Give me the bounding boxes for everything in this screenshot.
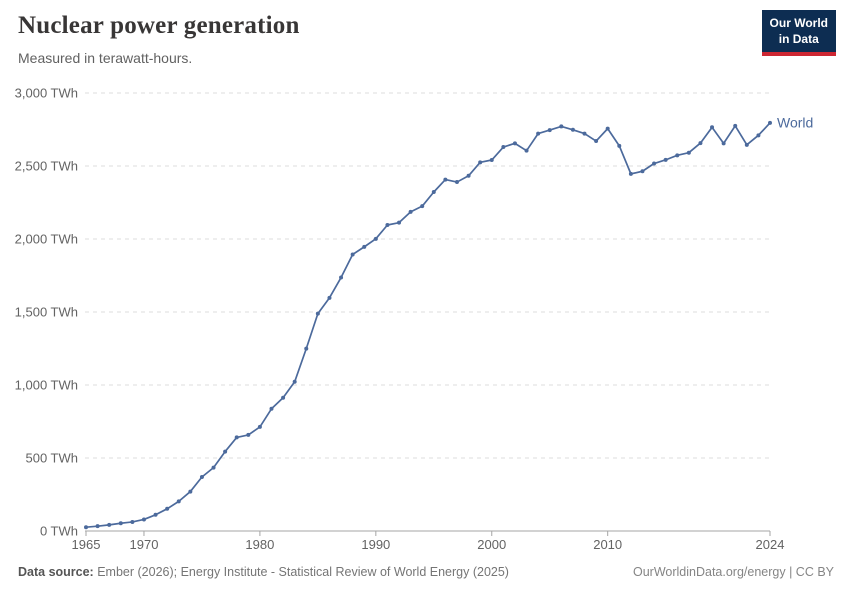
x-axis-label: 1980 (245, 537, 274, 552)
data-point[interactable] (373, 236, 378, 241)
data-point[interactable] (768, 120, 772, 125)
data-source-text: Ember (2026); Energy Institute - Statist… (97, 565, 509, 579)
data-point[interactable] (698, 141, 703, 146)
data-point[interactable] (582, 131, 587, 136)
data-point[interactable] (397, 220, 402, 225)
data-point[interactable] (524, 148, 529, 153)
data-point[interactable] (652, 161, 657, 166)
data-point[interactable] (663, 157, 668, 162)
data-point[interactable] (489, 158, 494, 163)
data-point[interactable] (478, 160, 483, 165)
data-point[interactable] (176, 499, 181, 504)
data-point[interactable] (536, 131, 541, 136)
data-point[interactable] (304, 346, 309, 351)
data-point[interactable] (292, 379, 297, 384)
page-subtitle: Measured in terawatt-hours. (18, 50, 193, 66)
data-point[interactable] (188, 489, 193, 494)
chart-footer: Data source: Ember (2026); Energy Instit… (18, 565, 834, 579)
data-point[interactable] (640, 169, 645, 174)
y-axis-label: 500 TWh (25, 451, 78, 466)
data-point[interactable] (327, 295, 332, 300)
y-axis-label: 2,000 TWh (15, 232, 78, 247)
data-point[interactable] (211, 465, 216, 470)
owid-logo-line2: in Data (778, 31, 819, 46)
data-point[interactable] (710, 125, 715, 130)
data-point[interactable] (315, 311, 320, 316)
data-point[interactable] (350, 252, 355, 257)
data-point[interactable] (385, 222, 390, 227)
data-point[interactable] (408, 209, 413, 214)
data-source-label: Data source: (18, 565, 94, 579)
data-point[interactable] (756, 133, 761, 138)
data-point[interactable] (570, 127, 575, 132)
owid-logo[interactable]: Our World in Data (761, 10, 836, 57)
data-source: Data source: Ember (2026); Energy Instit… (18, 565, 509, 579)
data-point[interactable] (141, 517, 146, 522)
data-point[interactable] (501, 145, 506, 150)
y-axis-label: 1,000 TWh (15, 378, 78, 393)
data-point[interactable] (257, 424, 262, 429)
data-point[interactable] (721, 141, 726, 146)
page-title: Nuclear power generation (18, 12, 300, 39)
data-point[interactable] (223, 449, 228, 454)
data-point[interactable] (605, 126, 610, 131)
data-point[interactable] (744, 142, 749, 147)
data-point[interactable] (84, 525, 88, 530)
data-point[interactable] (246, 432, 251, 437)
x-axis-label: 2000 (477, 537, 506, 552)
y-axis-label: 0 TWh (40, 524, 78, 539)
x-axis-label: 1990 (361, 537, 390, 552)
credit-link[interactable]: OurWorldinData.org/energy | CC BY (632, 565, 834, 579)
data-point[interactable] (118, 521, 123, 526)
data-point[interactable] (617, 143, 622, 148)
y-axis-label: 3,000 TWh (15, 86, 78, 101)
data-point[interactable] (675, 153, 680, 158)
y-axis-label: 1,500 TWh (15, 305, 78, 320)
data-point[interactable] (130, 519, 135, 524)
data-point[interactable] (686, 150, 691, 155)
data-point[interactable] (339, 275, 344, 280)
x-axis-label: 1965 (72, 537, 101, 552)
data-point[interactable] (281, 395, 286, 400)
data-point[interactable] (594, 139, 599, 144)
data-point[interactable] (107, 522, 112, 527)
data-point[interactable] (466, 173, 471, 178)
x-axis-label: 1970 (130, 537, 159, 552)
data-point[interactable] (199, 474, 204, 479)
data-point[interactable] (443, 177, 448, 182)
data-point[interactable] (153, 512, 158, 517)
data-point[interactable] (547, 128, 552, 133)
series-line-world[interactable] (85, 122, 771, 529)
series-end-label[interactable]: World (777, 114, 813, 130)
data-point[interactable] (420, 204, 425, 209)
x-axis-label: 2024 (756, 537, 785, 552)
data-point[interactable] (512, 141, 517, 146)
data-point[interactable] (628, 171, 633, 176)
data-point[interactable] (95, 524, 100, 529)
data-point[interactable] (733, 123, 738, 128)
data-point[interactable] (234, 435, 239, 440)
owid-logo-line1: Our World (769, 16, 828, 30)
data-point[interactable] (362, 244, 367, 249)
data-point[interactable] (431, 189, 436, 194)
y-axis-label: 2,500 TWh (15, 159, 78, 174)
data-point[interactable] (559, 124, 564, 129)
data-point[interactable] (454, 180, 459, 185)
x-axis-label: 2010 (593, 537, 622, 552)
data-point[interactable] (165, 506, 170, 511)
data-point[interactable] (269, 406, 274, 411)
